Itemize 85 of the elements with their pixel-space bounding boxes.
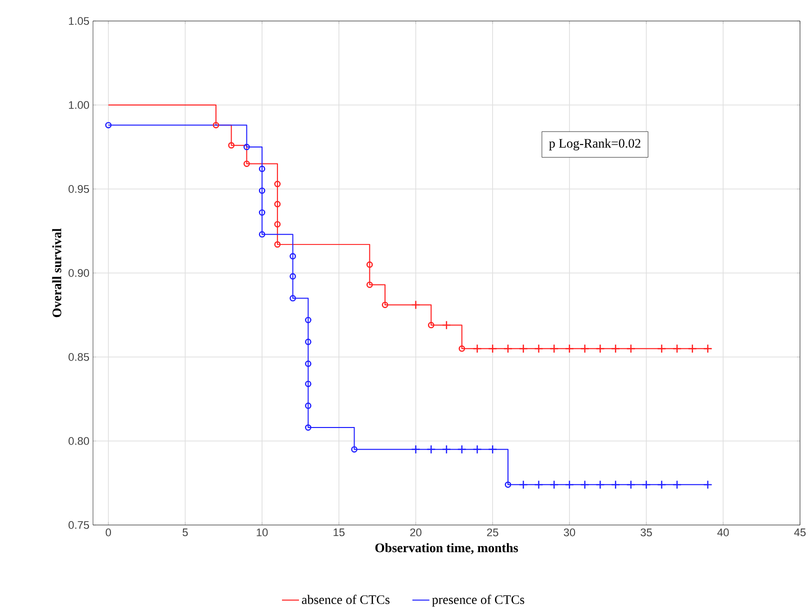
point bbox=[472, 344, 482, 354]
point bbox=[366, 282, 373, 288]
point bbox=[703, 344, 712, 354]
point bbox=[518, 344, 528, 354]
y-tick-label: 1.05 bbox=[68, 17, 90, 25]
point bbox=[596, 480, 605, 490]
x-tick-label: 10 bbox=[256, 528, 268, 536]
point bbox=[626, 344, 636, 354]
x-tick-label: 15 bbox=[334, 528, 345, 536]
point bbox=[411, 300, 420, 310]
point bbox=[258, 231, 266, 238]
annotation: p Log-Rank=0.02 bbox=[549, 138, 640, 150]
point bbox=[488, 344, 498, 354]
point bbox=[442, 320, 452, 330]
y-axis-title: Overall survival bbox=[52, 228, 62, 318]
point bbox=[488, 444, 498, 454]
point bbox=[442, 444, 452, 454]
point bbox=[304, 316, 312, 324]
point bbox=[703, 480, 712, 490]
x-tick-label: 20 bbox=[410, 528, 422, 536]
x-tick-label: 40 bbox=[717, 528, 729, 536]
point bbox=[564, 344, 574, 354]
point bbox=[458, 345, 466, 352]
point bbox=[610, 344, 620, 354]
point bbox=[688, 344, 697, 354]
point bbox=[290, 253, 296, 260]
legend-label: presence of CTCs bbox=[432, 594, 524, 607]
point bbox=[550, 344, 559, 354]
point bbox=[351, 446, 358, 453]
point bbox=[504, 481, 512, 488]
point bbox=[258, 187, 266, 194]
point bbox=[596, 344, 605, 354]
y-tick-label: 0.95 bbox=[68, 185, 90, 193]
point bbox=[534, 480, 544, 490]
x-tick-label: 25 bbox=[487, 528, 498, 536]
point bbox=[672, 344, 682, 354]
x-tick-label: 30 bbox=[564, 528, 576, 536]
point bbox=[244, 160, 250, 167]
x-tick-label: 35 bbox=[640, 528, 652, 536]
point bbox=[290, 295, 296, 302]
point bbox=[244, 144, 250, 150]
x-tick-label: 45 bbox=[794, 528, 806, 536]
point bbox=[580, 480, 590, 490]
point bbox=[274, 180, 281, 188]
point bbox=[657, 344, 666, 354]
point bbox=[212, 122, 220, 128]
point bbox=[290, 273, 296, 280]
point bbox=[411, 444, 420, 454]
point bbox=[642, 480, 651, 490]
point bbox=[426, 444, 436, 454]
point bbox=[534, 344, 544, 354]
point bbox=[228, 142, 235, 149]
point bbox=[428, 322, 434, 328]
point bbox=[580, 344, 590, 354]
point bbox=[518, 480, 528, 490]
point bbox=[457, 444, 466, 454]
point bbox=[258, 209, 266, 216]
point bbox=[274, 221, 281, 228]
legend-label: absence of CTCs bbox=[302, 594, 390, 604]
x-tick-label: 0 bbox=[106, 528, 111, 536]
y-tick-label: 1.00 bbox=[68, 101, 90, 109]
point bbox=[274, 200, 281, 208]
point bbox=[672, 480, 682, 490]
point bbox=[610, 480, 620, 490]
point bbox=[304, 338, 312, 346]
y-tick-label: 0.80 bbox=[68, 437, 90, 445]
point bbox=[304, 424, 312, 431]
x-tick-label: 5 bbox=[182, 528, 188, 536]
point bbox=[382, 302, 388, 308]
point bbox=[472, 444, 482, 454]
point bbox=[304, 402, 312, 409]
y-tick-label: 0.75 bbox=[68, 521, 90, 529]
point bbox=[366, 261, 373, 268]
point bbox=[274, 241, 281, 248]
point bbox=[564, 480, 574, 490]
point bbox=[258, 166, 266, 172]
y-tick-label: 0.85 bbox=[68, 353, 90, 361]
point bbox=[550, 480, 559, 490]
point bbox=[304, 380, 312, 388]
point bbox=[657, 480, 666, 490]
x-axis-title: Observation time, months bbox=[375, 543, 518, 554]
point bbox=[304, 360, 312, 367]
point bbox=[503, 344, 513, 354]
y-tick-label: 0.90 bbox=[68, 269, 90, 277]
point bbox=[626, 480, 636, 490]
